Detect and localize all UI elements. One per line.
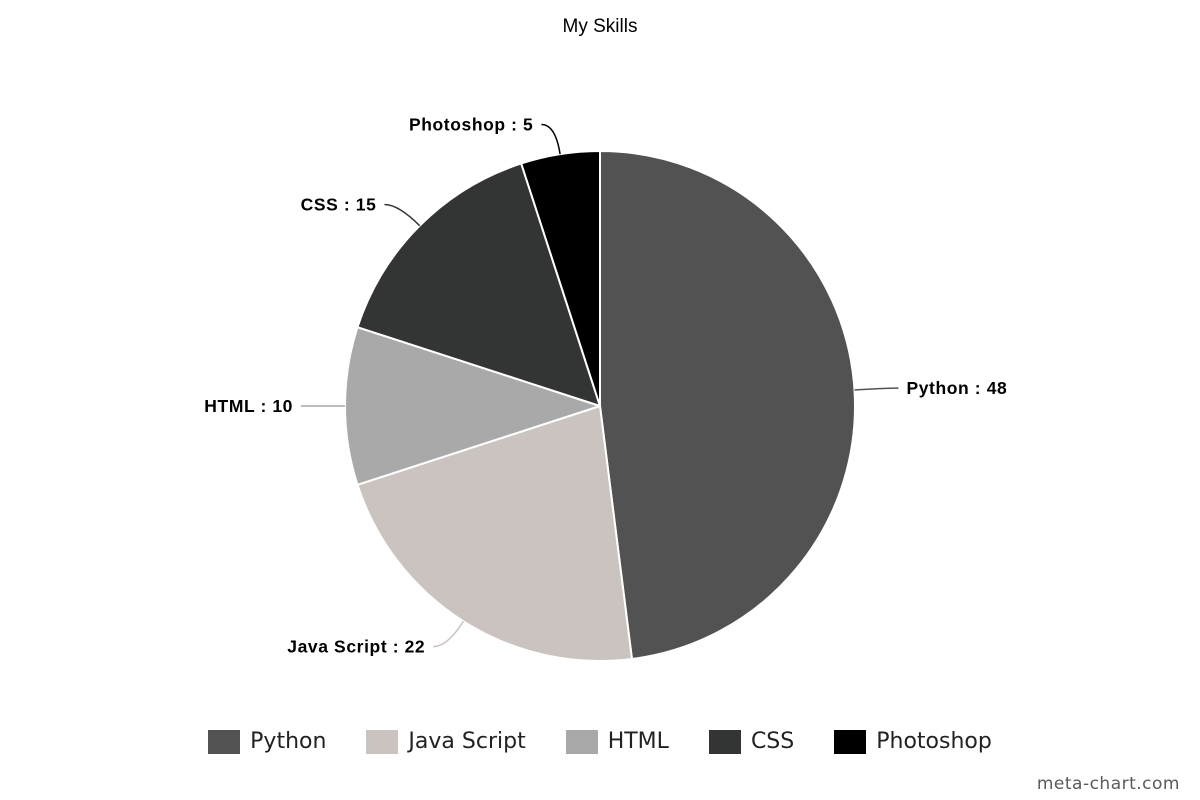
data-label-photoshop: Photoshop : 5 bbox=[409, 115, 533, 135]
legend: Python Java Script HTML CSS Photoshop bbox=[0, 729, 1200, 754]
legend-swatch bbox=[565, 729, 598, 754]
legend-item-python[interactable]: Python bbox=[208, 729, 326, 754]
legend-item-java-script[interactable]: Java Script bbox=[366, 729, 526, 754]
data-label-html: HTML : 10 bbox=[204, 396, 293, 416]
legend-swatch bbox=[208, 729, 241, 754]
pie-slice-java-script[interactable] bbox=[356, 405, 633, 662]
connector-photoshop bbox=[541, 123, 561, 155]
chart-title: My Skills bbox=[562, 16, 638, 37]
pie-slices bbox=[344, 150, 856, 662]
legend-label: CSS bbox=[750, 729, 795, 754]
legend-item-css[interactable]: CSS bbox=[708, 729, 795, 754]
data-label-css: CSS : 15 bbox=[301, 194, 377, 214]
legend-label: Java Script bbox=[408, 729, 526, 754]
connector-css bbox=[384, 203, 421, 227]
legend-swatch bbox=[834, 729, 867, 754]
pie-slice-css[interactable] bbox=[356, 162, 601, 407]
pie-slice-html[interactable] bbox=[344, 326, 601, 486]
pie-slice-photoshop[interactable] bbox=[520, 150, 601, 407]
pie-slice-python[interactable] bbox=[599, 150, 856, 660]
label-connectors bbox=[301, 123, 899, 648]
legend-item-photoshop[interactable]: Photoshop bbox=[834, 729, 992, 754]
legend-label: HTML bbox=[607, 729, 669, 754]
data-label-java-script: Java Script : 22 bbox=[287, 637, 425, 657]
slice-labels: Python : 48 Java Script : 22 HTML : 10 CSS … bbox=[204, 115, 1007, 657]
legend-swatch bbox=[708, 729, 741, 754]
legend-label: Photoshop bbox=[876, 729, 992, 754]
watermark: meta-chart.com bbox=[1036, 774, 1180, 794]
connector-python bbox=[854, 387, 899, 391]
legend-item-html[interactable]: HTML bbox=[565, 729, 669, 754]
legend-swatch bbox=[366, 729, 399, 754]
legend-label: Python bbox=[250, 729, 327, 754]
connector-java-script bbox=[433, 620, 464, 648]
data-label-python: Python : 48 bbox=[906, 378, 1007, 398]
